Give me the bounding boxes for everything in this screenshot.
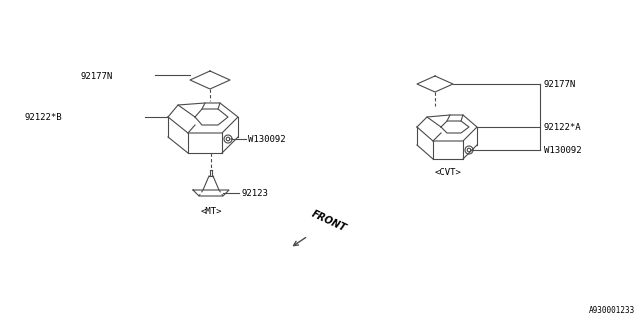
- Text: <MT>: <MT>: [200, 207, 221, 217]
- Text: 92177N: 92177N: [544, 79, 576, 89]
- Text: <CVT>: <CVT>: [435, 167, 461, 177]
- Text: 92122*B: 92122*B: [24, 113, 62, 122]
- Text: 92123: 92123: [241, 188, 268, 197]
- Text: A930001233: A930001233: [589, 306, 635, 315]
- Text: 92122*A: 92122*A: [544, 123, 582, 132]
- Text: W130092: W130092: [248, 134, 285, 143]
- Text: 92177N: 92177N: [80, 71, 112, 81]
- Text: W130092: W130092: [544, 146, 582, 155]
- Text: FRONT: FRONT: [310, 209, 348, 234]
